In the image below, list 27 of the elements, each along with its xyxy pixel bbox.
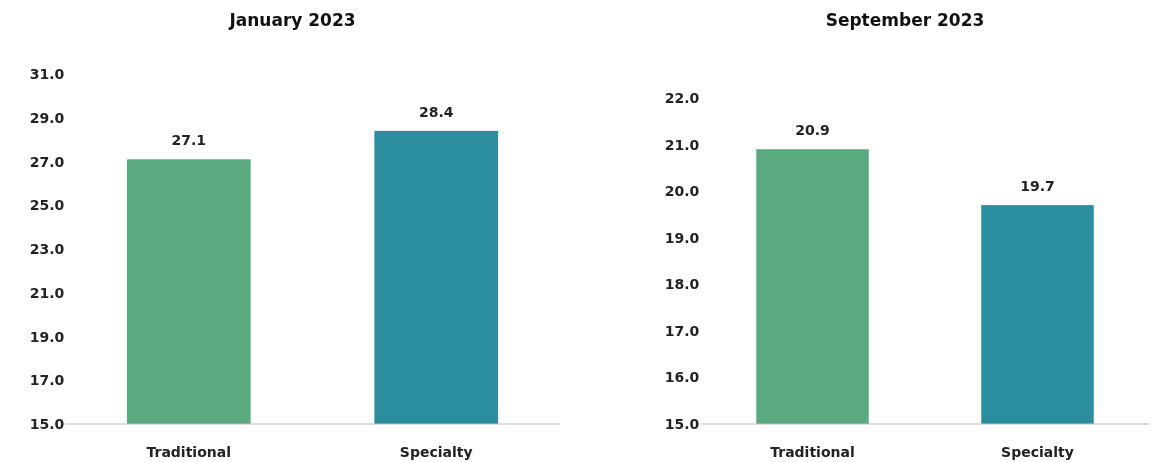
y-tick-label: 21.0 xyxy=(664,136,700,153)
y-tick-label: 25.0 xyxy=(29,197,65,214)
data-label: 20.9 xyxy=(795,122,830,139)
y-tick-label: 19.0 xyxy=(664,229,700,246)
y-tick-label: 19.0 xyxy=(29,328,65,345)
y-tick-label: 15.0 xyxy=(664,416,700,432)
y-tick-label: 15.0 xyxy=(29,416,65,432)
y-tick-label: 20.0 xyxy=(664,183,700,200)
y-tick-label: 29.0 xyxy=(29,109,65,126)
y-tick-label: 16.0 xyxy=(664,369,700,386)
y-tick-label: 18.0 xyxy=(664,276,700,293)
y-tick-label: 23.0 xyxy=(29,241,65,257)
data-label: 19.7 xyxy=(1020,178,1055,195)
x-tick-label: Traditional xyxy=(146,444,232,460)
x-tick-label: Specialty xyxy=(1001,444,1074,460)
chart-title: January 2023 xyxy=(228,10,356,30)
y-tick-label: 21.0 xyxy=(29,284,65,301)
y-tick-label: 22.0 xyxy=(664,90,700,106)
y-tick-label: 27.0 xyxy=(29,153,65,170)
data-label: 27.1 xyxy=(171,132,207,149)
y-tick-label: 17.0 xyxy=(664,322,700,339)
x-tick-label: Specialty xyxy=(399,444,473,460)
data-label: 28.4 xyxy=(418,103,454,120)
chart-title: September 2023 xyxy=(825,10,985,30)
y-tick-label: 31.0 xyxy=(29,66,65,82)
x-tick-label: Traditional xyxy=(770,444,855,460)
y-tick-label: 17.0 xyxy=(29,372,65,389)
